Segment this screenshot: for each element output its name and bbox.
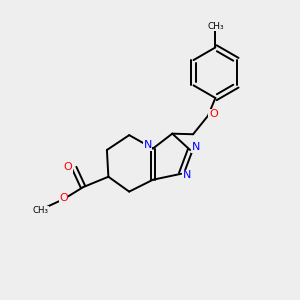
Text: N: N [143, 140, 152, 150]
Text: N: N [183, 170, 191, 180]
Text: CH₃: CH₃ [207, 22, 224, 31]
Text: O: O [209, 109, 218, 119]
Text: O: O [59, 193, 68, 203]
Text: N: N [192, 142, 200, 152]
Text: CH₃: CH₃ [33, 206, 49, 215]
Text: O: O [63, 162, 72, 172]
